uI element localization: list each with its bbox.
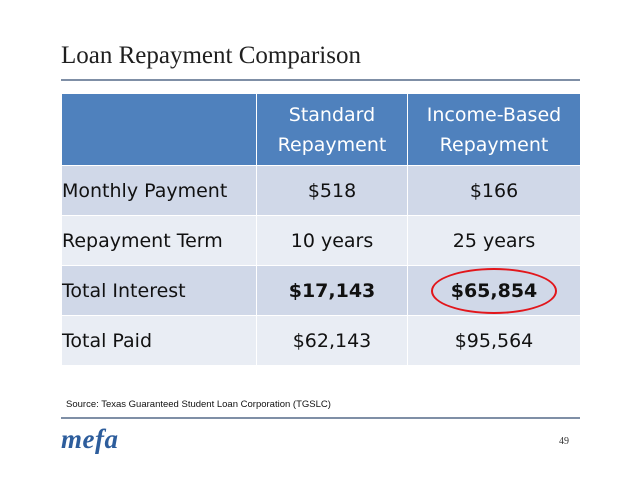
header-standard-repayment: Standard Repayment (256, 93, 408, 166)
income-based-value-cell: $65,854 (407, 265, 581, 316)
income-based-value: 25 years (407, 215, 581, 266)
table-row: Total Interest $17,143 $65,854 (61, 265, 581, 316)
standard-value: $17,143 (256, 265, 408, 316)
header-income-based-repayment: Income-Based Repayment (407, 93, 581, 166)
title-divider (61, 79, 580, 81)
header-line: Repayment (277, 133, 387, 156)
header-line: Standard (288, 103, 376, 126)
row-label: Total Paid (61, 315, 257, 366)
standard-value: 10 years (256, 215, 408, 266)
row-label: Repayment Term (61, 215, 257, 266)
source-note: Source: Texas Guaranteed Student Loan Co… (66, 399, 331, 410)
header-corner-cell (61, 93, 257, 166)
row-label: Total Interest (61, 265, 257, 316)
page-number: 49 (559, 436, 569, 447)
table-row: Total Paid $62,143 $95,564 (61, 315, 581, 366)
repayment-comparison-table: Standard Repayment Income-Based Repaymen… (61, 93, 581, 366)
income-based-value: $166 (407, 165, 581, 216)
table-row: Monthly Payment $518 $166 (61, 165, 581, 216)
row-label: Monthly Payment (61, 165, 257, 216)
highlighted-total-interest: $65,854 (430, 267, 557, 314)
header-line: Income-Based (426, 103, 562, 126)
standard-value: $62,143 (256, 315, 408, 366)
footer-divider (61, 417, 580, 419)
slide-title: Loan Repayment Comparison (61, 42, 361, 69)
table-header-row: Standard Repayment Income-Based Repaymen… (61, 93, 581, 166)
income-based-value: $95,564 (407, 315, 581, 366)
header-line: Repayment (439, 133, 549, 156)
mefa-logo: mefa (61, 424, 119, 454)
standard-value: $518 (256, 165, 408, 216)
table-row: Repayment Term 10 years 25 years (61, 215, 581, 266)
